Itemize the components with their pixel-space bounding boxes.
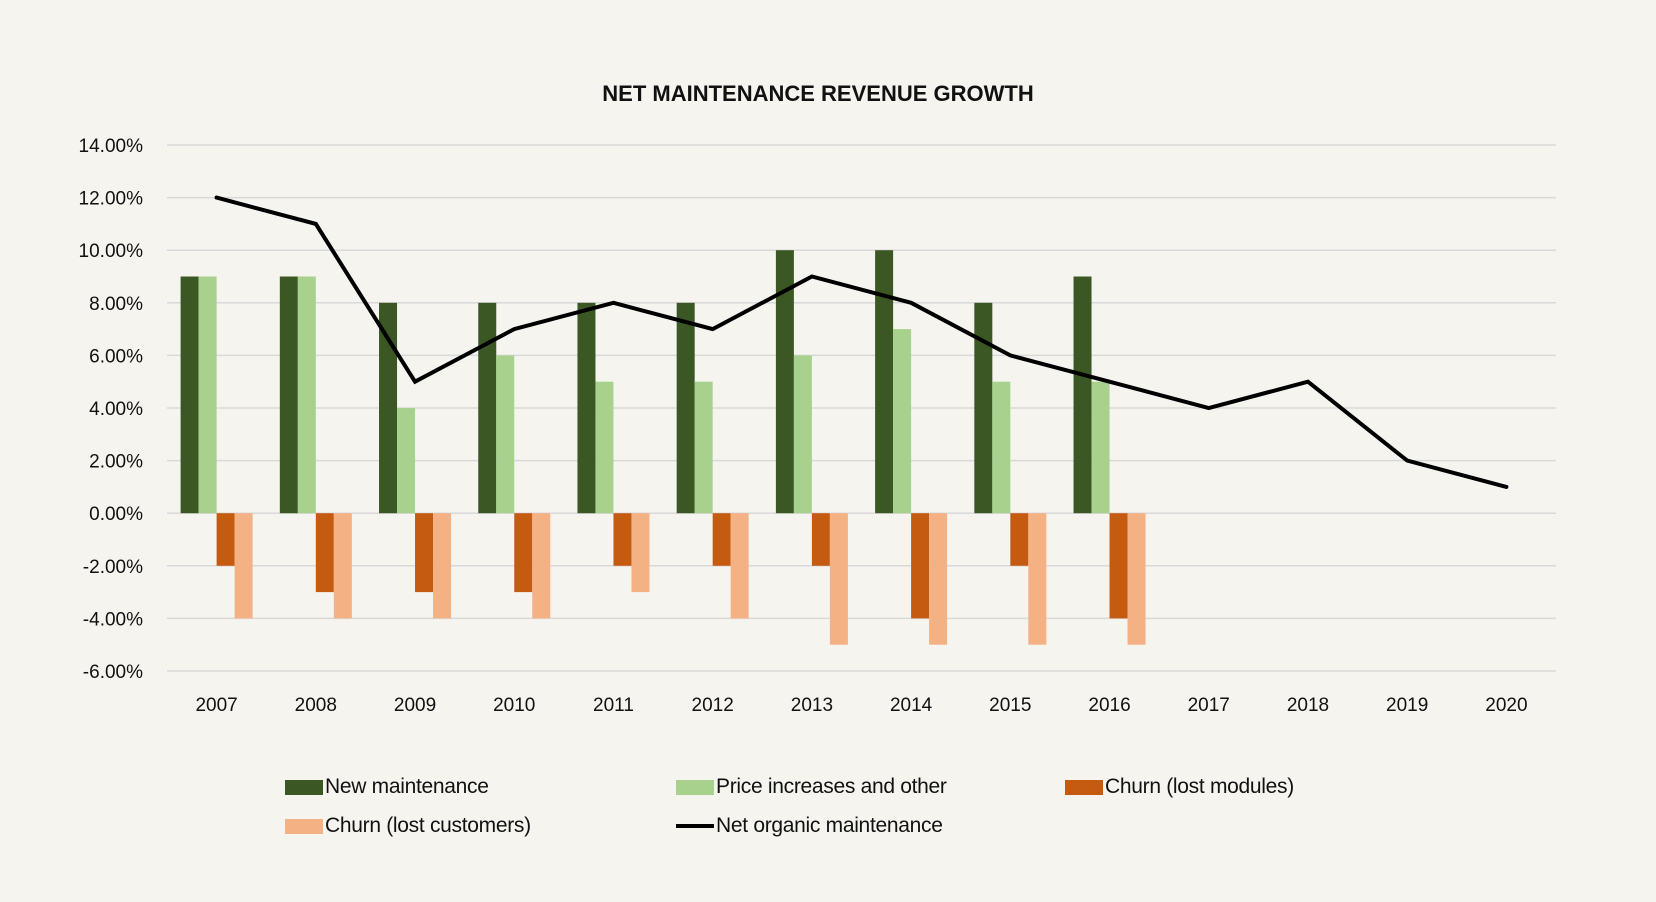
- bar-churn-lost-customers: [333, 513, 352, 619]
- bar-new-maintenance: [875, 250, 894, 514]
- bar-churn-lost-modules: [712, 513, 731, 566]
- x-tick-label: 2019: [1386, 695, 1428, 716]
- bar-churn-lost-modules: [811, 513, 830, 566]
- y-tick-label: -6.00%: [83, 662, 143, 683]
- bar-price-increases-and-other: [793, 355, 812, 514]
- bar-price-increases-and-other: [397, 408, 416, 514]
- bar-churn-lost-modules: [315, 513, 334, 593]
- x-tick-label: 2012: [692, 695, 734, 716]
- bar-churn-lost-modules: [216, 513, 235, 566]
- bars: [180, 250, 1146, 645]
- bar-churn-lost-customers: [730, 513, 749, 619]
- bar-churn-lost-customers: [433, 513, 452, 619]
- gridlines: [167, 144, 1556, 672]
- y-axis-ticks: 14.00% 12.00% 10.00% 8.00% 6.00% 4.00% 2.00% 0.…: [79, 136, 144, 683]
- y-tick-label: 12.00%: [79, 189, 144, 210]
- bar-churn-lost-customers: [1028, 513, 1047, 645]
- x-axis-ticks: 2007 2008 2009 2010 2011 2012 2013 2014 2015 2016…: [195, 695, 1527, 716]
- chart-title: NET MAINTENANCE REVENUE GROWTH: [602, 81, 1033, 106]
- bar-churn-lost-customers: [532, 513, 551, 619]
- bar-churn-lost-modules: [514, 513, 533, 593]
- y-tick-label: -4.00%: [83, 609, 143, 630]
- bar-new-maintenance: [775, 250, 794, 514]
- x-tick-label: 2017: [1188, 695, 1230, 716]
- bar-churn-lost-modules: [1010, 513, 1029, 566]
- y-tick-label: 10.00%: [79, 241, 144, 262]
- bar-churn-lost-modules: [911, 513, 930, 619]
- y-tick-label: 6.00%: [89, 346, 143, 367]
- bar-new-maintenance: [379, 302, 398, 514]
- y-tick-label: 14.00%: [79, 136, 144, 157]
- bar-new-maintenance: [279, 276, 298, 514]
- bar-price-increases-and-other: [198, 276, 217, 514]
- bar-churn-lost-customers: [829, 513, 848, 645]
- y-tick-label: 0.00%: [89, 504, 143, 525]
- bar-new-maintenance: [1073, 276, 1092, 514]
- x-tick-label: 2011: [593, 695, 634, 716]
- bar-churn-lost-customers: [631, 513, 650, 593]
- bar-churn-lost-modules: [613, 513, 632, 566]
- bar-price-increases-and-other: [496, 355, 515, 514]
- bar-churn-lost-customers: [929, 513, 948, 645]
- bar-price-increases-and-other: [694, 381, 713, 514]
- bar-price-increases-and-other: [1091, 381, 1110, 514]
- bar-price-increases-and-other: [595, 381, 614, 514]
- x-tick-label: 2014: [890, 695, 933, 716]
- x-tick-label: 2018: [1287, 695, 1329, 716]
- x-tick-label: 2008: [295, 695, 337, 716]
- x-tick-label: 2013: [791, 695, 833, 716]
- bar-new-maintenance: [180, 276, 199, 514]
- net-line-series: [214, 195, 1509, 489]
- y-tick-label: 2.00%: [89, 452, 143, 473]
- y-tick-label: 8.00%: [89, 294, 143, 315]
- x-tick-label: 2020: [1485, 695, 1527, 716]
- bar-new-maintenance: [478, 302, 497, 514]
- y-tick-label: 4.00%: [89, 399, 143, 420]
- bar-price-increases-and-other: [992, 381, 1011, 514]
- bar-price-increases-and-other: [297, 276, 316, 514]
- x-tick-label: 2010: [493, 695, 535, 716]
- y-tick-label: -2.00%: [83, 557, 143, 578]
- bar-new-maintenance: [676, 302, 695, 514]
- bar-churn-lost-customers: [234, 513, 253, 619]
- bar-new-maintenance: [577, 302, 596, 514]
- line-net-organic-maintenance: [214, 195, 1509, 489]
- bar-churn-lost-customers: [1127, 513, 1146, 645]
- x-tick-label: 2009: [394, 695, 436, 716]
- x-tick-label: 2015: [989, 695, 1031, 716]
- x-tick-label: 2016: [1088, 695, 1130, 716]
- bar-churn-lost-modules: [415, 513, 434, 593]
- bar-price-increases-and-other: [893, 329, 912, 514]
- bar-new-maintenance: [974, 302, 993, 514]
- x-tick-label: 2007: [195, 695, 237, 716]
- bar-churn-lost-modules: [1109, 513, 1128, 619]
